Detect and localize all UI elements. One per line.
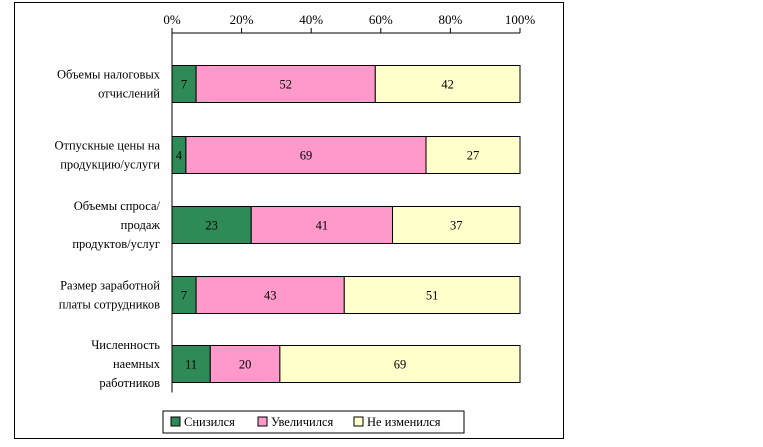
data-label: 37 xyxy=(450,219,463,233)
data-label: 42 xyxy=(441,78,454,92)
bar-segment xyxy=(171,276,197,314)
bar-segment xyxy=(374,65,521,103)
data-label: 69 xyxy=(394,358,407,372)
legend-label: Снизился xyxy=(184,415,235,429)
data-label: 43 xyxy=(264,289,277,303)
data-label: 11 xyxy=(185,358,197,372)
category-label: работников xyxy=(99,376,160,390)
data-label: 69 xyxy=(300,149,313,163)
bar-segment xyxy=(343,276,521,314)
bar-segment xyxy=(279,345,521,383)
bar-segment xyxy=(209,345,281,383)
category-label: Объемы налоговых xyxy=(57,68,161,82)
stacked-bar-chart: 0% 20% 40% 60% 80% 100% 7 52 42 4 69 27 23 41 37 7 43 51… xyxy=(55,12,536,434)
bar-segment xyxy=(185,136,427,174)
data-label: 52 xyxy=(279,78,292,92)
x-tick-label: 0% xyxy=(163,12,181,27)
data-label: 27 xyxy=(467,149,480,163)
bar-segment xyxy=(195,276,345,314)
legend-swatch xyxy=(170,416,181,427)
category-label: Отпускные цены на xyxy=(55,139,161,153)
bar-segment xyxy=(171,206,252,244)
x-tick-label: 80% xyxy=(438,12,462,27)
bar-segment xyxy=(425,136,521,174)
x-tick-label: 40% xyxy=(299,12,323,27)
x-tick-label: 100% xyxy=(505,12,536,27)
data-label: 4 xyxy=(176,149,183,163)
bar-segment xyxy=(392,206,521,244)
data-label: 23 xyxy=(205,219,218,233)
data-label: 41 xyxy=(316,219,329,233)
legend: Снизился Увеличился Не изменился xyxy=(162,410,465,434)
legend-label: Увеличился xyxy=(271,415,334,429)
category-label: продаж xyxy=(121,218,161,232)
bar-segment xyxy=(171,345,211,383)
category-label: Размер заработной xyxy=(60,279,160,293)
bar-segment xyxy=(195,65,376,103)
x-tick-label: 60% xyxy=(369,12,393,27)
legend-box xyxy=(162,410,465,434)
category-label: отчислений xyxy=(98,87,160,101)
bars-layer: 7 52 42 4 69 27 23 41 37 7 43 51 11 20 69 xyxy=(171,65,521,383)
category-label: Численность xyxy=(91,338,160,352)
category-label: продукцию/услуги xyxy=(60,158,160,172)
data-label: 51 xyxy=(426,289,439,303)
chart-frame: 0% 20% 40% 60% 80% 100% 7 52 42 4 69 27 23 41 37 7 43 51… xyxy=(14,2,564,439)
category-label: Объемы спроса/ xyxy=(74,199,161,213)
category-label: наемных xyxy=(113,357,161,371)
legend-swatch xyxy=(257,416,268,427)
data-label: 20 xyxy=(239,358,252,372)
data-label: 7 xyxy=(181,78,187,92)
legend-label: Не изменился xyxy=(367,415,441,429)
x-tick-label: 20% xyxy=(230,12,254,27)
category-labels: Объемы налоговых отчислений Отпускные цены… xyxy=(55,68,161,391)
data-label: 7 xyxy=(181,289,187,303)
category-label: платы сотрудников xyxy=(59,298,160,312)
legend-swatch xyxy=(353,416,364,427)
category-label: продуктов/услуг xyxy=(72,237,160,251)
